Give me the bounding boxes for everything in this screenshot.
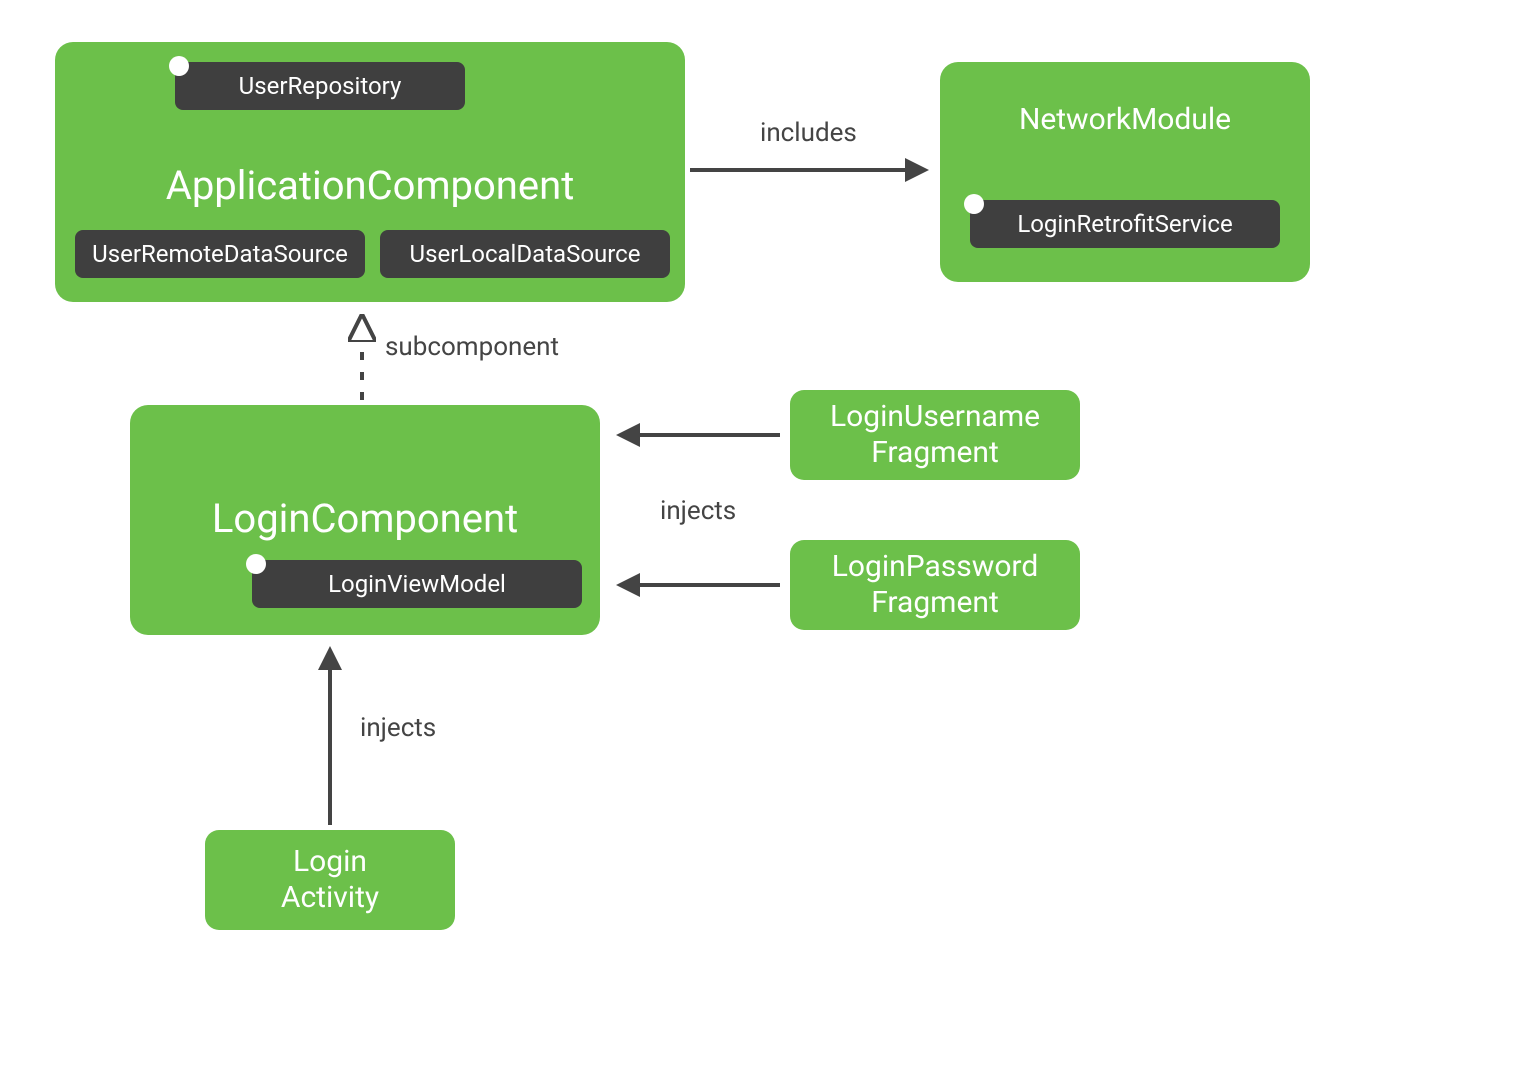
login-username-fragment-box: LoginUsername Fragment [790,390,1080,480]
login-viewmodel-label: LoginViewModel [328,570,506,598]
user-repository-label: UserRepository [239,72,402,100]
login-activity-line1: Login [293,844,367,880]
dot-icon [964,194,984,214]
login-username-line1: LoginUsername [830,399,1040,435]
login-retrofit-chip: LoginRetrofitService [970,200,1280,248]
login-component-title: LoginComponent [130,495,600,543]
edge-label-injects-fragments: injects [660,496,736,526]
login-password-line2: Fragment [871,585,999,621]
user-local-ds-chip: UserLocalDataSource [380,230,670,278]
dot-icon [169,56,189,76]
application-component-title: ApplicationComponent [55,162,685,210]
login-viewmodel-chip: LoginViewModel [252,560,582,608]
login-activity-line2: Activity [281,880,379,916]
login-username-line2: Fragment [871,435,999,471]
user-repository-chip: UserRepository [175,62,465,110]
edge-label-injects-activity: injects [360,713,436,743]
user-local-ds-label: UserLocalDataSource [410,240,641,268]
dot-icon [246,554,266,574]
edge-label-includes: includes [760,118,857,148]
network-module-title: NetworkModule [940,102,1310,138]
edge-label-subcomponent: subcomponent [385,332,559,362]
login-activity-box: Login Activity [205,830,455,930]
login-retrofit-label: LoginRetrofitService [1017,210,1232,238]
network-module-box: NetworkModule [940,62,1310,282]
login-password-line1: LoginPassword [832,549,1038,585]
user-remote-ds-chip: UserRemoteDataSource [75,230,365,278]
login-password-fragment-box: LoginPassword Fragment [790,540,1080,630]
user-remote-ds-label: UserRemoteDataSource [92,240,348,268]
